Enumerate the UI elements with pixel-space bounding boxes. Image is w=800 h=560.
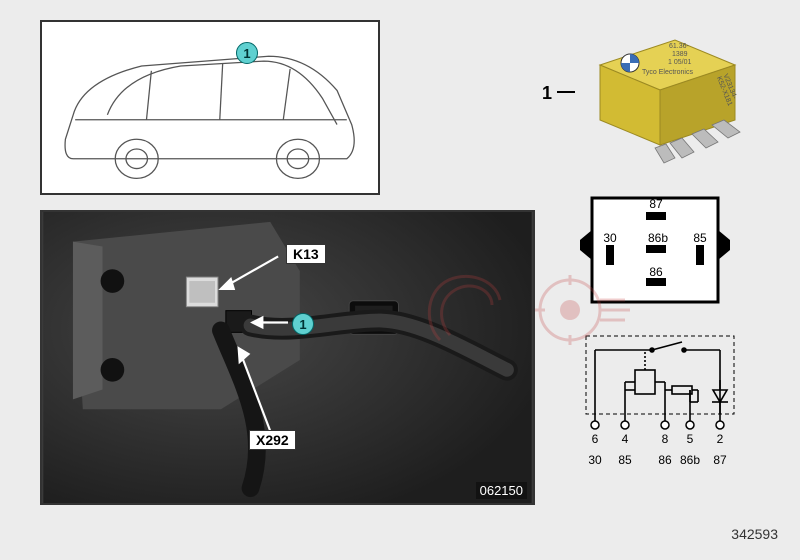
relay-callout-number: 1 bbox=[542, 83, 552, 104]
circuit-schematic-panel: 6 4 8 5 2 30 85 86 86b 87 bbox=[580, 330, 740, 480]
relay-illustration: 1 61.36- 1389 1 05/01 Tyco Electronics V… bbox=[560, 25, 760, 175]
car-location-panel: 1 bbox=[40, 20, 380, 195]
term-num-3: 5 bbox=[687, 432, 694, 446]
relay-text-1: 61.36- bbox=[669, 43, 689, 50]
label-x292: X292 bbox=[249, 430, 296, 450]
pin-layout-svg: 87 30 86b 85 86 bbox=[580, 190, 730, 310]
pin-bottom-label: 86 bbox=[649, 265, 663, 279]
relay-pointer-line bbox=[557, 91, 575, 93]
pin-right-label: 85 bbox=[693, 231, 707, 245]
photo-callout-marker: 1 bbox=[292, 313, 314, 335]
relay-text-2: 1389 bbox=[672, 51, 688, 58]
car-outline-svg bbox=[42, 22, 378, 193]
term-name-2: 86 bbox=[658, 453, 672, 467]
relay-text-3: 1 05/01 bbox=[668, 59, 691, 66]
label-k13: K13 bbox=[286, 244, 326, 264]
pin-top-label: 87 bbox=[649, 197, 663, 211]
term-num-2: 8 bbox=[662, 432, 669, 446]
pin-mid-label: 86b bbox=[648, 231, 668, 245]
term-num-0: 6 bbox=[592, 432, 599, 446]
circuit-svg: 6 4 8 5 2 30 85 86 86b 87 bbox=[580, 330, 740, 480]
term-name-4: 87 bbox=[713, 453, 727, 467]
term-num-1: 4 bbox=[622, 432, 629, 446]
term-name-1: 85 bbox=[618, 453, 632, 467]
diagram-id: 342593 bbox=[731, 526, 778, 542]
photo-panel: K13 1 X292 062150 bbox=[40, 210, 535, 505]
pin-left-label: 30 bbox=[603, 231, 617, 245]
pin-layout-panel: 87 30 86b 85 86 bbox=[580, 190, 730, 310]
photo-id: 062150 bbox=[476, 482, 527, 499]
car-callout-marker: 1 bbox=[236, 42, 258, 64]
relay-text-4: Tyco Electronics bbox=[642, 69, 693, 76]
term-name-3: 86b bbox=[680, 453, 700, 467]
term-num-4: 2 bbox=[717, 432, 724, 446]
term-name-0: 30 bbox=[588, 453, 602, 467]
